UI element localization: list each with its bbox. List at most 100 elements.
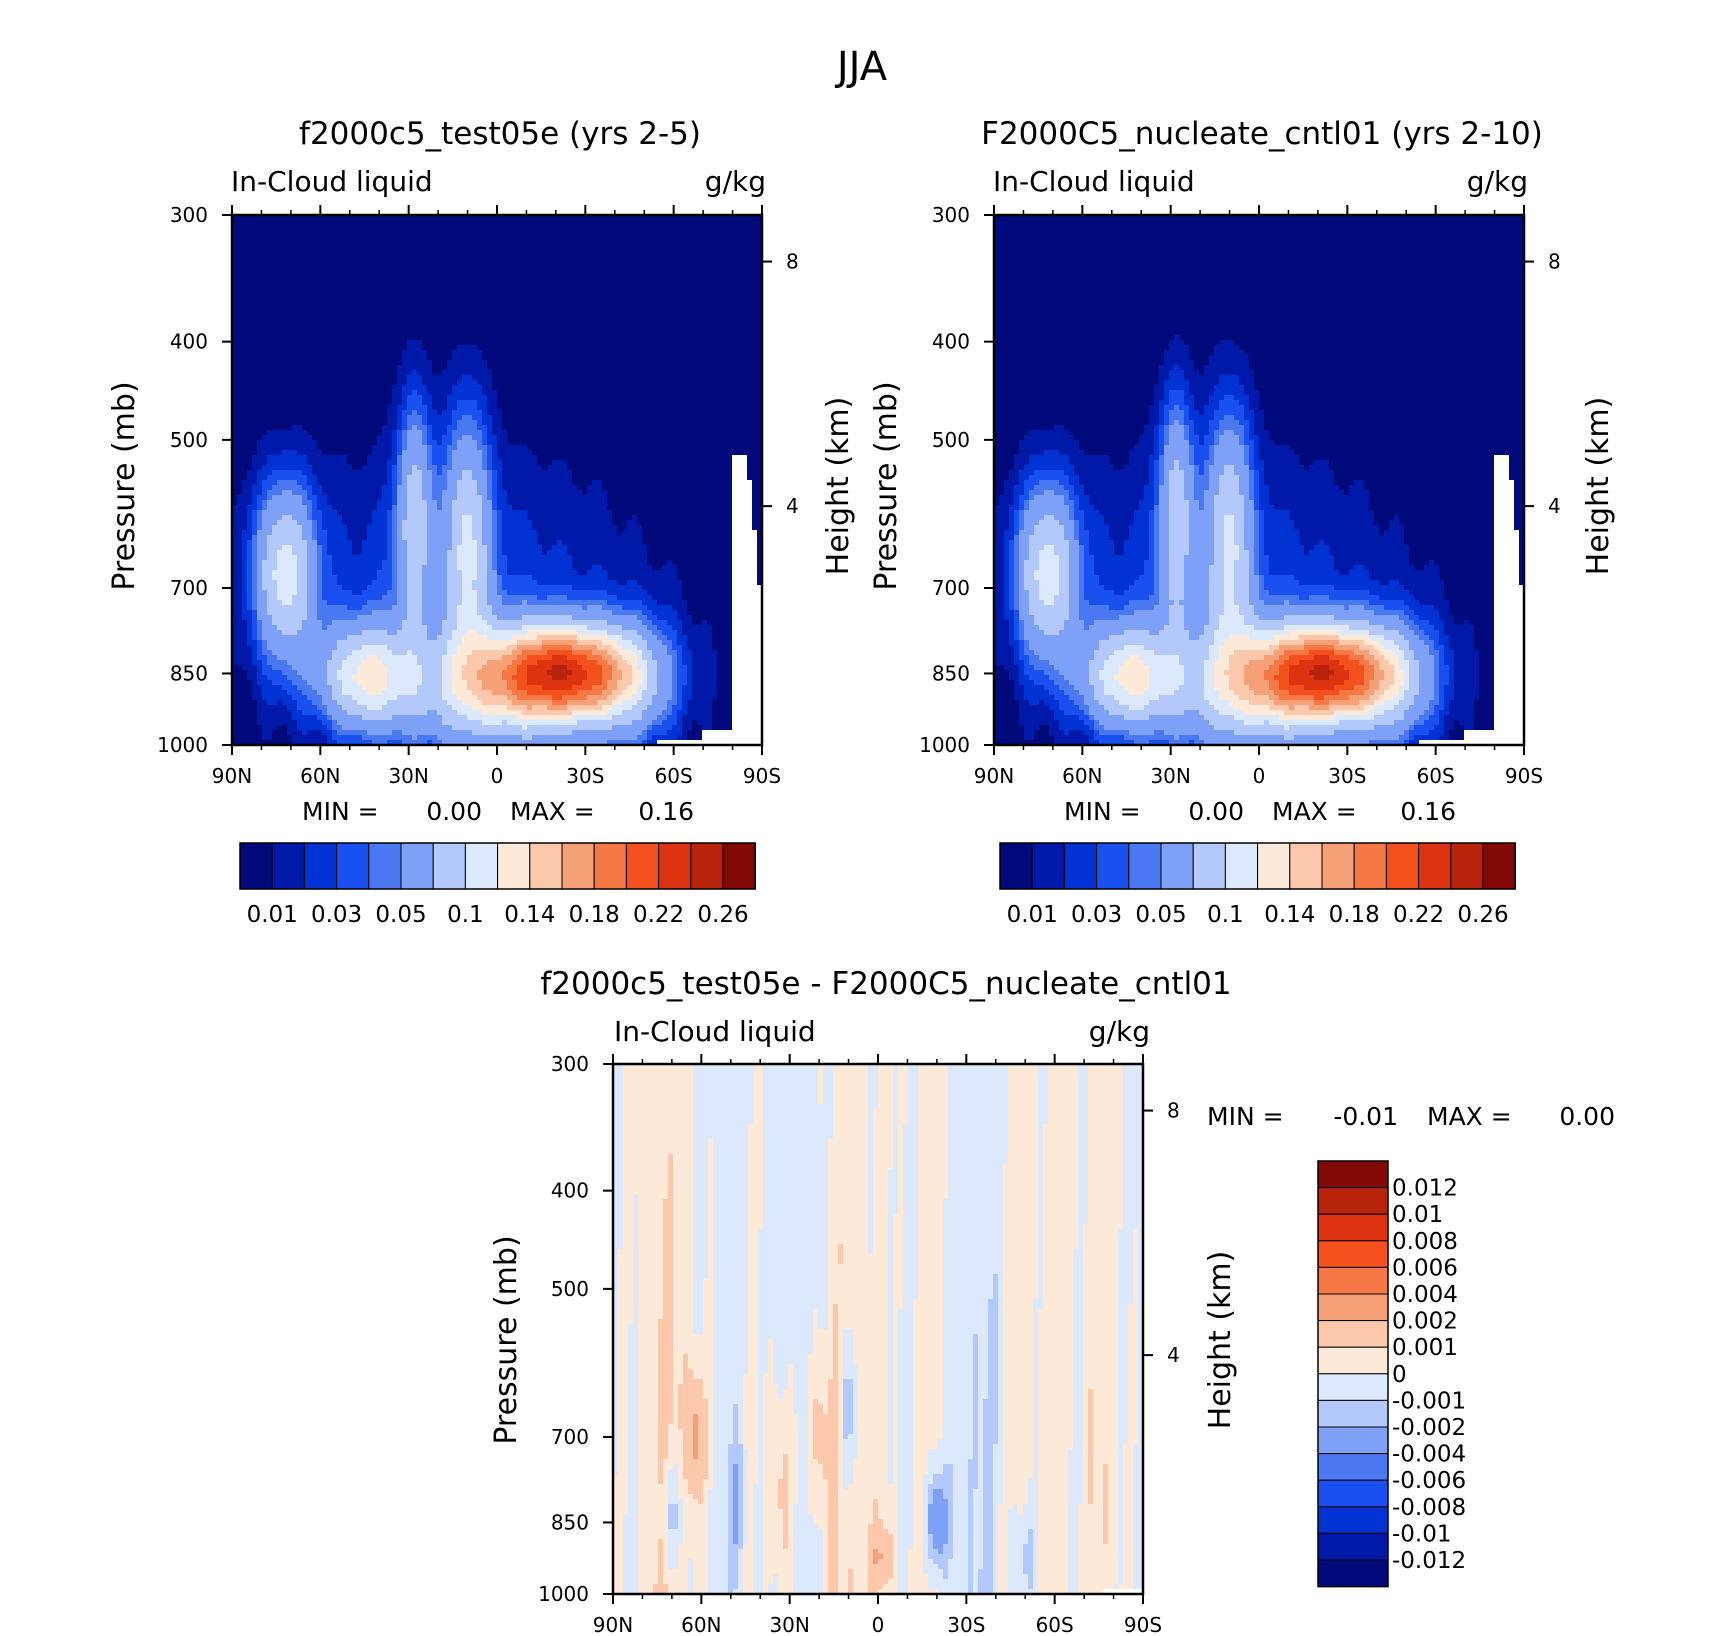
contour-cell <box>687 600 733 606</box>
contour-cell <box>1359 645 1375 651</box>
contour-cell <box>452 390 483 396</box>
contour-cell <box>462 595 478 601</box>
contour-cell <box>732 465 748 471</box>
contour-cell <box>277 580 298 586</box>
contour-cell <box>612 705 633 711</box>
contour-cell <box>1048 1094 1079 1100</box>
contour-cell <box>903 1244 919 1250</box>
contour-cell <box>918 1289 944 1295</box>
contour-cell <box>377 655 418 661</box>
contour-cell <box>708 1264 714 1270</box>
contour-cell <box>1129 690 1145 696</box>
contour-cell <box>1219 615 1245 621</box>
contour-cell <box>687 670 693 676</box>
contour-cell <box>1339 640 1365 646</box>
contour-cell <box>1519 575 1525 581</box>
contour-cell <box>417 660 443 666</box>
contour-cell <box>748 1309 759 1315</box>
colorbar-swatch <box>497 842 531 890</box>
contour-cell <box>1314 675 1330 681</box>
contour-cell <box>677 710 688 716</box>
contour-cell <box>1404 655 1415 661</box>
contour-cell <box>1024 520 1040 526</box>
contour-cell <box>1074 515 1085 521</box>
contour-cell <box>232 440 258 446</box>
contour-cell <box>663 1224 674 1230</box>
max-label: MAX = <box>510 797 595 826</box>
contour-cell <box>317 550 323 556</box>
contour-cell <box>713 1219 749 1225</box>
contour-cell <box>873 1219 889 1225</box>
contour-cell <box>447 700 463 706</box>
contour-cell <box>392 605 408 611</box>
contour-cell <box>262 660 268 666</box>
contour-cell <box>1129 585 1155 591</box>
contour-cell <box>257 715 293 721</box>
contour-cell <box>267 430 308 436</box>
contour-cell <box>1369 620 1405 626</box>
contour-cell <box>1034 470 1065 476</box>
contour-cell <box>232 265 763 271</box>
contour-cell <box>1494 485 1515 491</box>
contour-cell <box>302 495 308 501</box>
contour-cell <box>232 255 763 261</box>
contour-cell <box>262 630 283 636</box>
contour-cell <box>397 505 408 511</box>
contour-cell <box>1494 660 1525 666</box>
contour-cell <box>232 370 398 376</box>
contour-cell <box>748 1189 764 1195</box>
contour-cell <box>482 385 493 391</box>
contour-cell <box>1269 665 1280 671</box>
contour-cell <box>267 675 288 681</box>
contour-cell <box>868 1079 879 1085</box>
contour-cell <box>903 1154 919 1160</box>
contour-cell <box>1209 425 1220 431</box>
contour-cell <box>612 675 623 681</box>
contour-cell <box>1049 675 1065 681</box>
contour-cell <box>693 1309 704 1315</box>
contour-cell <box>317 445 373 451</box>
contour-cell <box>242 490 253 496</box>
contour-cell <box>1259 540 1265 546</box>
contour-cell <box>1019 500 1025 506</box>
contour-cell <box>1239 695 1270 701</box>
contour-cell <box>732 475 748 481</box>
contour-cell <box>427 500 438 506</box>
contour-cell <box>888 1174 899 1180</box>
contour-cell <box>312 485 323 491</box>
contour-cell <box>507 695 518 701</box>
contour-cell <box>687 705 713 711</box>
contour-cell <box>417 390 428 396</box>
contour-cell <box>1019 680 1035 686</box>
contour-cell <box>572 615 638 621</box>
contour-cell <box>1069 610 1080 616</box>
contour-cell <box>407 345 423 351</box>
contour-cell <box>487 405 498 411</box>
contour-cell <box>232 305 763 311</box>
contour-cell <box>1114 590 1125 596</box>
contour-cell <box>1029 675 1050 681</box>
contour-cell <box>994 310 1525 316</box>
contour-cell <box>257 535 268 541</box>
contour-cell <box>1494 655 1525 661</box>
contour-cell <box>1239 555 1250 561</box>
contour-cell <box>1089 705 1105 711</box>
contour-cell <box>753 1084 764 1090</box>
y-tick-label: 500 <box>932 428 970 452</box>
contour-cell <box>994 365 1160 371</box>
contour-cell <box>462 635 488 641</box>
contour-cell <box>703 1309 714 1315</box>
contour-cell <box>1044 515 1055 521</box>
contour-cell <box>252 660 263 666</box>
contour-cell <box>1219 695 1240 701</box>
contour-cell <box>1159 425 1165 431</box>
contour-cell <box>1088 1109 1124 1115</box>
contour-cell <box>427 555 448 561</box>
colorbar-swatch <box>1385 842 1420 890</box>
contour-cell <box>457 425 478 431</box>
contour-cell <box>392 535 398 541</box>
contour-cell <box>1043 1224 1079 1230</box>
contour-cell <box>1099 580 1135 586</box>
contour-cell <box>1024 505 1030 511</box>
contour-cell <box>673 1229 694 1235</box>
